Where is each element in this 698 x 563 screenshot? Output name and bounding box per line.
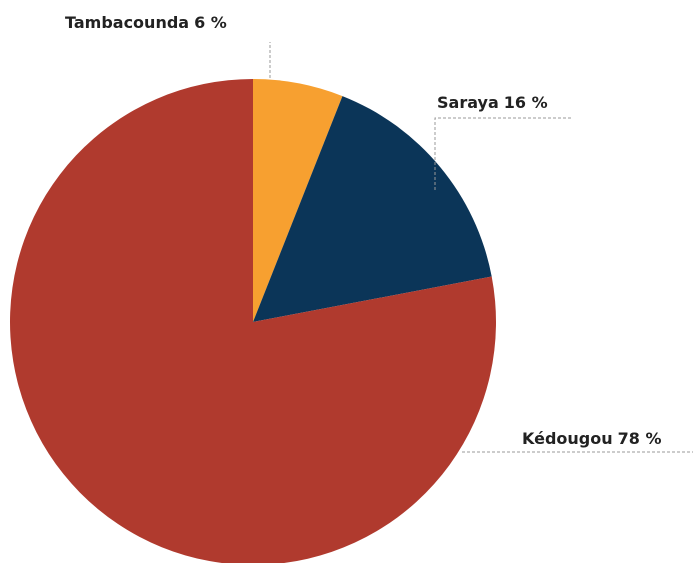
slice-label: Tambacounda 6 % bbox=[65, 13, 227, 32]
leader-line bbox=[434, 117, 572, 190]
slice-name: Saraya bbox=[437, 93, 499, 112]
slice-value: 16 % bbox=[504, 93, 548, 112]
pie-slice bbox=[253, 96, 492, 322]
slice-value: 78 % bbox=[618, 429, 662, 448]
pie-slice bbox=[10, 79, 496, 563]
slice-name: Tambacounda bbox=[65, 13, 189, 32]
slice-name: Kédougou bbox=[522, 429, 613, 448]
slice-label: Saraya 16 % bbox=[437, 93, 548, 112]
slice-value: 6 % bbox=[194, 13, 227, 32]
pie-slice bbox=[253, 79, 343, 322]
slice-label: Kédougou 78 % bbox=[522, 429, 662, 448]
